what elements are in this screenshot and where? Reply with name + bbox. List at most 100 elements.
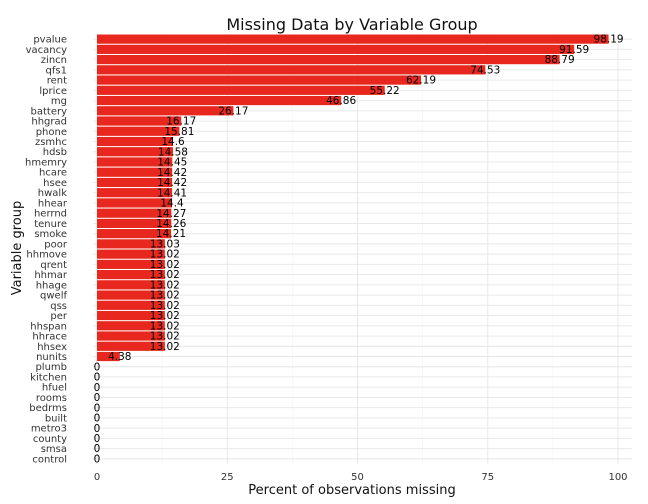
data-label-smoke: 14.21 (156, 228, 186, 240)
bar-hhage (97, 280, 165, 290)
data-label-phone: 15.81 (164, 126, 194, 138)
category-label-per: per (50, 311, 68, 322)
category-axis: pvaluevacancyzincnqfs1rentlpricemgbatter… (25, 35, 68, 466)
bar-qwelf (97, 290, 165, 300)
category-label-county: county (33, 434, 67, 445)
data-label-rooms: 0 (94, 392, 101, 404)
bar-hcare (97, 167, 173, 177)
category-label-battery: battery (31, 106, 68, 117)
bar-pvalue (97, 34, 609, 44)
category-label-control: control (32, 454, 67, 465)
data-label-battery: 26.17 (218, 105, 248, 117)
x-tick-label-50: 50 (351, 472, 364, 483)
data-label-bedrms: 0 (94, 402, 101, 414)
data-label-hcare: 14.42 (157, 167, 187, 179)
bar-qfs1 (97, 65, 486, 75)
category-label-hcare: hcare (39, 168, 67, 179)
x-tick-label-75: 75 (481, 472, 494, 483)
bar-vacancy (97, 44, 575, 54)
category-label-qss: qss (50, 301, 67, 312)
bar-tenure (97, 218, 172, 229)
bar-hhmove (97, 249, 165, 259)
data-label-qss: 13.02 (150, 300, 180, 312)
bar-hmemry (97, 157, 173, 167)
data-label-lprice: 55.22 (370, 85, 400, 97)
category-label-plumb: plumb (35, 362, 67, 373)
data-label-tenure: 14.26 (156, 218, 186, 230)
category-label-qwelf: qwelf (40, 291, 67, 302)
bar-rent (97, 75, 422, 85)
category-label-mg: mg (51, 96, 67, 107)
data-label-hdsb: 14.58 (158, 146, 188, 158)
data-label-nunits: 4.38 (108, 351, 131, 363)
bar-hdsb (97, 147, 173, 157)
bar-qss (97, 300, 165, 310)
bar-nunits (97, 351, 120, 362)
data-label-hwalk: 14.41 (157, 187, 187, 199)
data-label-qrent: 13.02 (150, 259, 180, 271)
chart-title: Missing Data by Variable Group (226, 15, 477, 34)
category-label-hmemry: hmemry (25, 157, 67, 168)
category-label-qfs1: qfs1 (46, 65, 67, 76)
bar-hhgrad (97, 116, 182, 126)
bar-hhrace (97, 331, 165, 341)
data-label-hhgrad: 16.17 (166, 116, 196, 128)
data-label-hhsex: 13.02 (150, 341, 180, 353)
category-label-hsee: hsee (43, 178, 67, 189)
category-label-smsa: smsa (41, 444, 67, 455)
category-label-hhmar: hhmar (34, 270, 68, 281)
category-label-kitchen: kitchen (30, 372, 67, 383)
category-label-hdsb: hdsb (43, 147, 67, 158)
data-label-plumb: 0 (94, 361, 101, 373)
bar-lprice (97, 85, 385, 95)
data-label-poor: 13.03 (150, 238, 180, 250)
category-label-hhmove: hhmove (26, 250, 67, 261)
bar-hhsex (97, 341, 165, 351)
category-label-hfuel: hfuel (42, 383, 67, 394)
data-label-herrnd: 14.27 (156, 208, 186, 220)
bar-hwalk (97, 188, 173, 198)
data-label-hhmove: 13.02 (150, 249, 180, 261)
bar-qrent (97, 259, 165, 269)
y-axis-label: Variable group (10, 201, 25, 296)
bar-zincn (97, 54, 560, 65)
data-label-control: 0 (94, 453, 101, 465)
bar-battery (97, 106, 234, 116)
bar-herrnd (97, 208, 172, 218)
data-label-kitchen: 0 (94, 372, 101, 384)
category-label-pvalue: pvalue (33, 35, 67, 46)
category-label-built: built (45, 413, 67, 424)
x-tick-label-0: 0 (94, 472, 100, 483)
data-label-vacancy: 91.59 (559, 44, 589, 56)
category-label-hhear: hhear (38, 198, 68, 209)
data-label-metro3: 0 (94, 423, 101, 435)
data-label-mg: 46.86 (326, 95, 356, 107)
data-label-pvalue: 98.19 (594, 34, 624, 46)
bar-mg (97, 95, 342, 106)
data-label-qfs1: 74.53 (470, 64, 500, 76)
data-label-zsmhc: 14.6 (161, 136, 185, 148)
bar-smoke (97, 229, 172, 239)
data-label-hhmar: 13.02 (150, 269, 180, 281)
category-label-lprice: lprice (39, 86, 67, 97)
category-label-hhspan: hhspan (30, 321, 67, 332)
category-label-rent: rent (47, 76, 67, 87)
category-label-poor: poor (44, 239, 68, 250)
x-axis: 0 25 50 75 100 (94, 472, 628, 483)
data-label-built: 0 (94, 413, 101, 425)
category-label-hwalk: hwalk (38, 188, 67, 199)
category-label-rooms: rooms (36, 393, 67, 404)
x-tick-label-100: 100 (608, 472, 627, 483)
category-label-smoke: smoke (34, 229, 67, 240)
data-label-hhage: 13.02 (150, 279, 180, 291)
data-label-zincn: 88.79 (545, 54, 575, 66)
category-label-zsmhc: zsmhc (35, 137, 67, 148)
bar-hhear (97, 198, 173, 208)
category-label-metro3: metro3 (31, 424, 67, 435)
data-label-hmemry: 14.45 (157, 157, 187, 169)
bar-per (97, 310, 165, 321)
data-label-rent: 62.19 (406, 75, 436, 87)
category-label-qrent: qrent (40, 260, 67, 271)
